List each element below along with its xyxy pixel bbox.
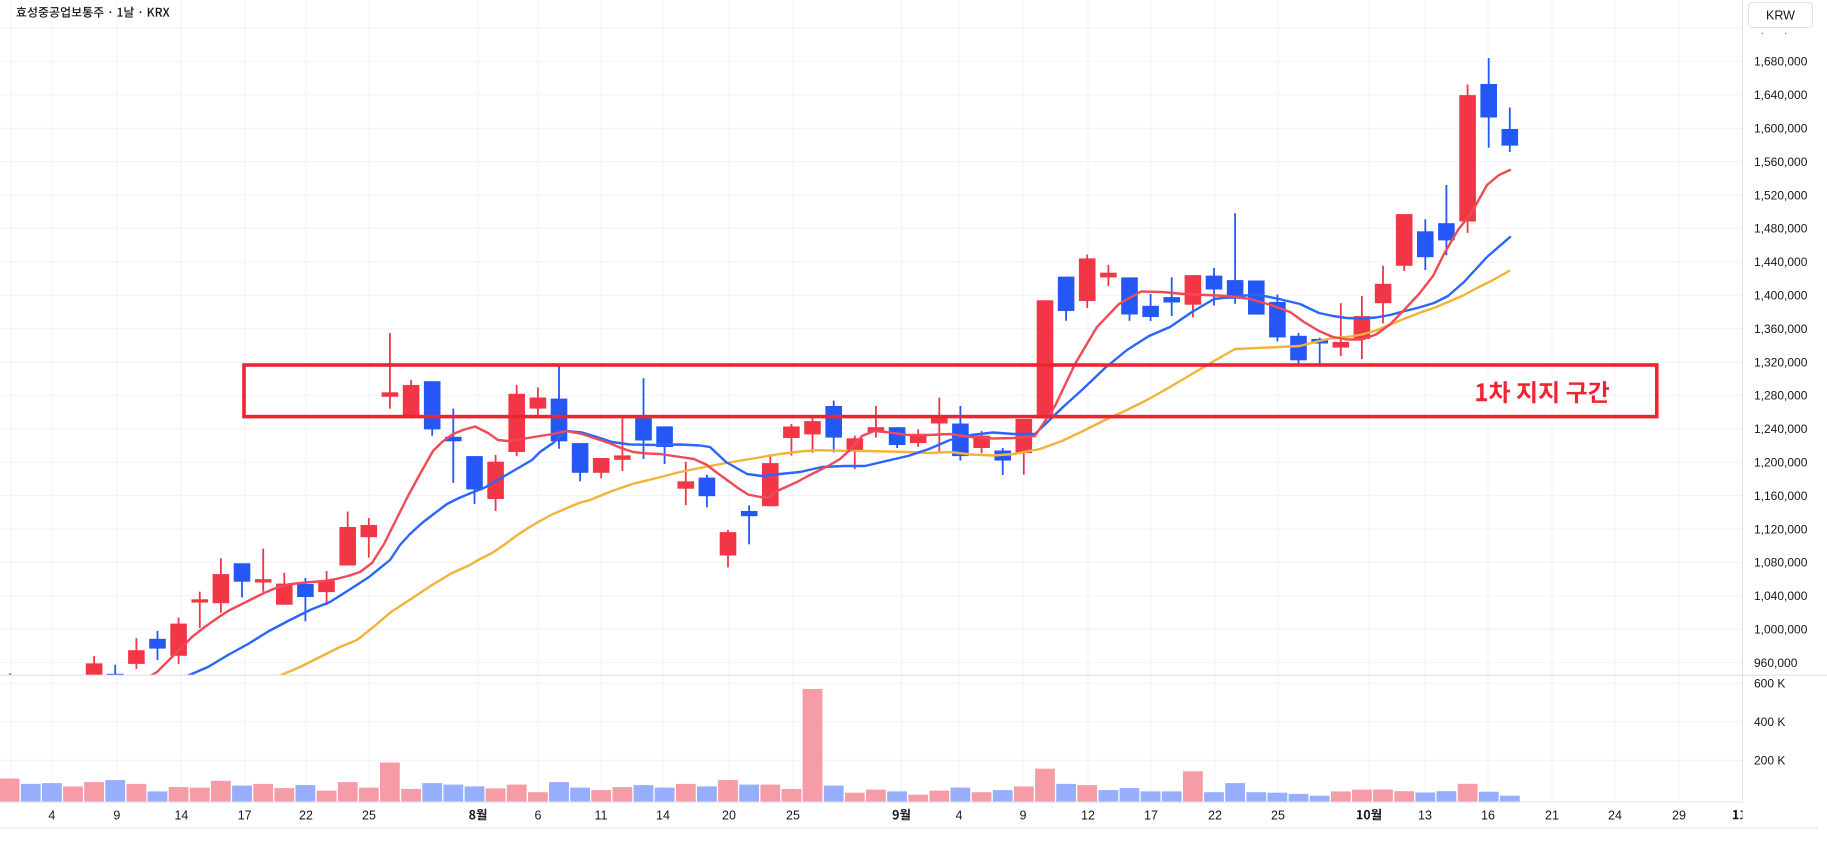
svg-text:4: 4 [956, 808, 963, 822]
svg-text:22: 22 [299, 808, 313, 822]
svg-text:13: 13 [1418, 808, 1432, 822]
svg-text:1,560,000: 1,560,000 [1754, 155, 1808, 169]
svg-text:1,240,000: 1,240,000 [1754, 422, 1808, 436]
svg-text:9: 9 [113, 808, 120, 822]
svg-text:20: 20 [722, 808, 736, 822]
svg-text:1,000,000: 1,000,000 [1754, 623, 1808, 637]
svg-text:22: 22 [1208, 808, 1222, 822]
svg-text:1,440,000: 1,440,000 [1754, 255, 1808, 269]
svg-text:1,160,000: 1,160,000 [1754, 489, 1808, 503]
svg-text:200 K: 200 K [1754, 754, 1785, 768]
svg-text:29: 29 [1672, 808, 1686, 822]
svg-text:1,280,000: 1,280,000 [1754, 389, 1808, 403]
svg-text:600 K: 600 K [1754, 677, 1785, 691]
svg-text:1,480,000: 1,480,000 [1754, 222, 1808, 236]
svg-text:25: 25 [362, 808, 376, 822]
svg-text:16: 16 [1481, 808, 1495, 822]
svg-text:1,520,000: 1,520,000 [1754, 188, 1808, 202]
svg-text:400 K: 400 K [1754, 715, 1785, 729]
svg-text:1,040,000: 1,040,000 [1754, 589, 1808, 603]
svg-text:12: 12 [1081, 808, 1095, 822]
svg-text:1,600,000: 1,600,000 [1754, 122, 1808, 136]
svg-text:4: 4 [48, 808, 55, 822]
svg-text:1,320,000: 1,320,000 [1754, 355, 1808, 369]
svg-text:24: 24 [1608, 808, 1622, 822]
svg-text:21: 21 [1545, 808, 1559, 822]
svg-text:14: 14 [656, 808, 670, 822]
svg-text:6: 6 [535, 808, 542, 822]
svg-text:14: 14 [174, 808, 188, 822]
svg-text:1,360,000: 1,360,000 [1754, 322, 1808, 336]
svg-text:11: 11 [595, 808, 608, 822]
svg-text:1,200,000: 1,200,000 [1754, 456, 1808, 470]
svg-text:1,680,000: 1,680,000 [1754, 55, 1808, 69]
svg-text:1,400,000: 1,400,000 [1754, 289, 1808, 303]
svg-text:1,080,000: 1,080,000 [1754, 556, 1808, 570]
svg-text:17: 17 [238, 808, 252, 822]
svg-text:25: 25 [786, 808, 800, 822]
svg-text:960,000: 960,000 [1754, 656, 1798, 670]
svg-text:17: 17 [1144, 808, 1158, 822]
svg-text:1,640,000: 1,640,000 [1754, 88, 1808, 102]
svg-text:25: 25 [1271, 808, 1285, 822]
svg-text:KRW: KRW [1766, 9, 1795, 23]
svg-text:9: 9 [1020, 808, 1027, 822]
svg-text:1,120,000: 1,120,000 [1754, 522, 1808, 536]
